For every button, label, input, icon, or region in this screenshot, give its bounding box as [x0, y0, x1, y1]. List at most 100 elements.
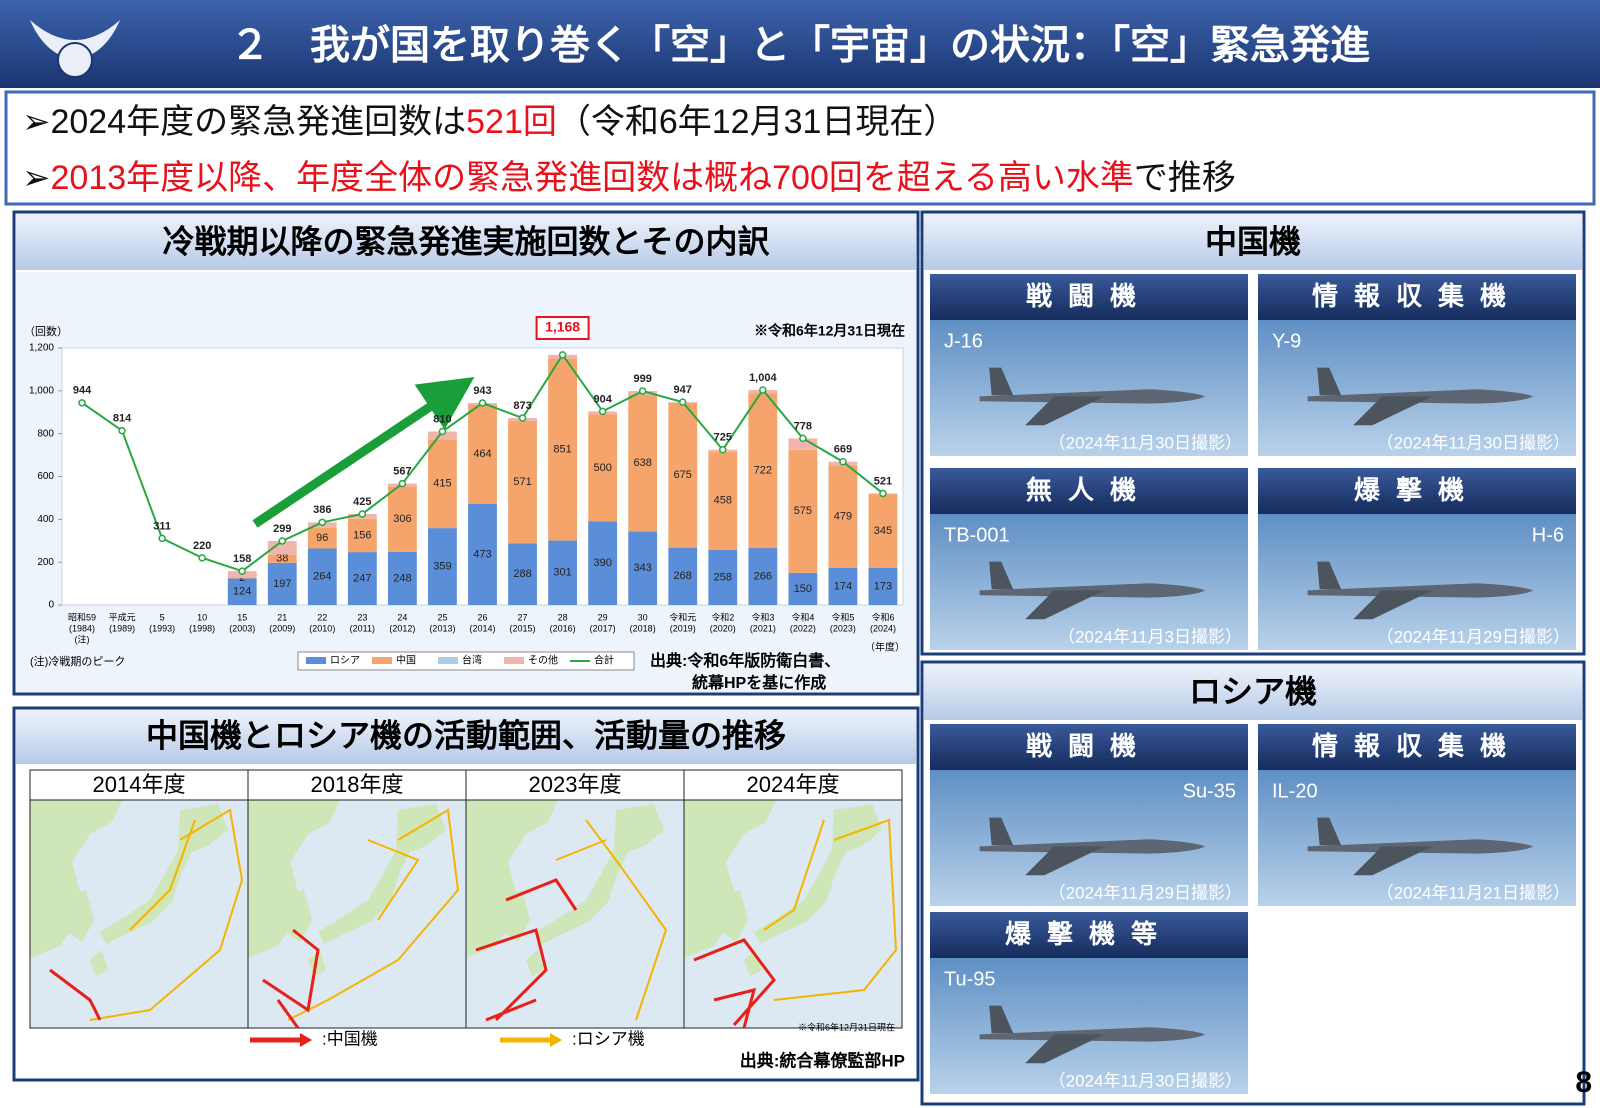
x-tick-label: (2010)	[309, 623, 335, 633]
russia-trail	[89, 808, 244, 1021]
photo-date: （2024年11月30日撮影）	[1049, 1071, 1242, 1090]
bar-segment	[708, 451, 738, 550]
bar-value-label: 390	[593, 557, 611, 569]
total-value-label: 873	[513, 400, 531, 412]
x-tick-label: (2021)	[750, 623, 776, 633]
total-point	[879, 489, 887, 498]
china-trail	[49, 968, 102, 1021]
total-point	[358, 510, 367, 518]
bar-value-label: 415	[433, 478, 451, 490]
photo-date: （2024年11月3日撮影）	[1058, 627, 1242, 646]
bar-segment	[387, 486, 417, 552]
x-tick-label: 令和3	[751, 611, 774, 622]
total-value-label: 814	[113, 413, 132, 425]
x-tick-label: (1984)	[69, 623, 95, 633]
aircraft-model: H-6	[1532, 524, 1564, 546]
chart-note: ※令和6年12月31日現在	[754, 323, 905, 339]
x-tick-label: 21	[277, 612, 287, 622]
x-tick-label: 29	[598, 612, 608, 622]
bar-segment	[868, 494, 898, 568]
bar-value-label: 675	[674, 469, 692, 481]
card-header	[930, 468, 1248, 514]
trend-arrow	[252, 376, 475, 528]
x-tick-label: (1998)	[189, 623, 215, 633]
x-tick-label: (2014)	[469, 623, 495, 633]
total-point	[238, 567, 246, 575]
total-value-label: 425	[353, 496, 371, 508]
bar-value-label: 473	[473, 548, 491, 560]
total-point	[198, 554, 206, 562]
map	[248, 800, 466, 1028]
total-point	[158, 534, 166, 543]
aircraft-model: J-16	[944, 330, 983, 352]
total-value-label: 943	[473, 385, 491, 397]
russia-trail	[287, 808, 460, 1021]
bar-segment	[668, 547, 698, 605]
bar-value-label: 173	[874, 580, 892, 592]
x-tick-label: 26	[477, 612, 487, 622]
bar-segment	[508, 421, 537, 544]
aircraft-model: Y-9	[1272, 330, 1301, 352]
bar-segment	[668, 403, 698, 548]
russia-trail	[129, 819, 196, 931]
aircraft-model: TB-001	[944, 524, 1010, 546]
legend-label: :ロシア機	[572, 1029, 645, 1048]
bar-segment	[267, 562, 297, 605]
bar-segment	[788, 572, 818, 605]
total-value-label: 386	[313, 504, 331, 516]
total-value-label: 904	[593, 393, 612, 405]
x-tick-label: 10	[197, 612, 207, 622]
bar-value-label: 851	[553, 443, 571, 455]
photo	[930, 770, 1248, 906]
card-category: 爆撃機等	[1005, 919, 1173, 949]
total-point	[118, 426, 126, 435]
china-trail	[262, 928, 320, 1013]
bar-segment	[307, 548, 337, 605]
bar-value-label: 96	[316, 532, 328, 544]
map-header	[683, 769, 903, 801]
bar-segment	[748, 393, 778, 549]
bar-segment	[428, 528, 457, 605]
x-tick-label: (2017)	[590, 623, 616, 633]
china-trail	[276, 999, 300, 1029]
x-tick-label: (2009)	[269, 623, 295, 633]
legend-box	[297, 651, 635, 671]
legend-label: 合計	[594, 654, 614, 667]
total-value-label: 999	[634, 373, 652, 385]
total-value-label: 311	[153, 520, 171, 532]
bullet-segment: で推移	[1134, 159, 1236, 197]
card-header	[1258, 724, 1576, 770]
card-category: 情報収集機	[1312, 281, 1522, 311]
total-point	[839, 457, 847, 466]
bar-value-label: 464	[473, 448, 491, 460]
total-value-label: 220	[193, 540, 211, 552]
china-trail	[505, 878, 578, 911]
x-tick-label: (2013)	[429, 623, 455, 633]
bar-segment	[828, 465, 858, 568]
x-tick-label: 令和元	[669, 611, 696, 622]
legend-label: :中国機	[322, 1029, 378, 1048]
legend-swatch	[504, 657, 524, 664]
bar-segment	[428, 439, 457, 529]
total-value-label: 725	[714, 432, 732, 444]
photo	[1258, 770, 1576, 906]
map	[684, 800, 902, 1028]
y-tick-label: 800	[37, 428, 54, 439]
card-header	[1258, 274, 1576, 320]
total-point	[598, 407, 607, 416]
bar-value-label: 306	[393, 513, 411, 525]
bar-segment	[347, 552, 377, 605]
china-title-bar	[924, 214, 1582, 270]
source: 統幕HPを基に作成	[692, 673, 826, 692]
y-axis-label: （回数）	[24, 325, 68, 338]
china-trail	[693, 938, 776, 1026]
bullet-segment: （令和6年12月31日現在）	[557, 103, 958, 141]
map-frame	[683, 799, 903, 1029]
total-value-label: 521	[874, 475, 892, 487]
total-point	[719, 445, 727, 454]
bar-value-label: 301	[553, 567, 571, 579]
total-point	[478, 399, 487, 407]
x-tick-label: (2015)	[510, 623, 536, 633]
x-tick-label: (1989)	[109, 623, 135, 633]
